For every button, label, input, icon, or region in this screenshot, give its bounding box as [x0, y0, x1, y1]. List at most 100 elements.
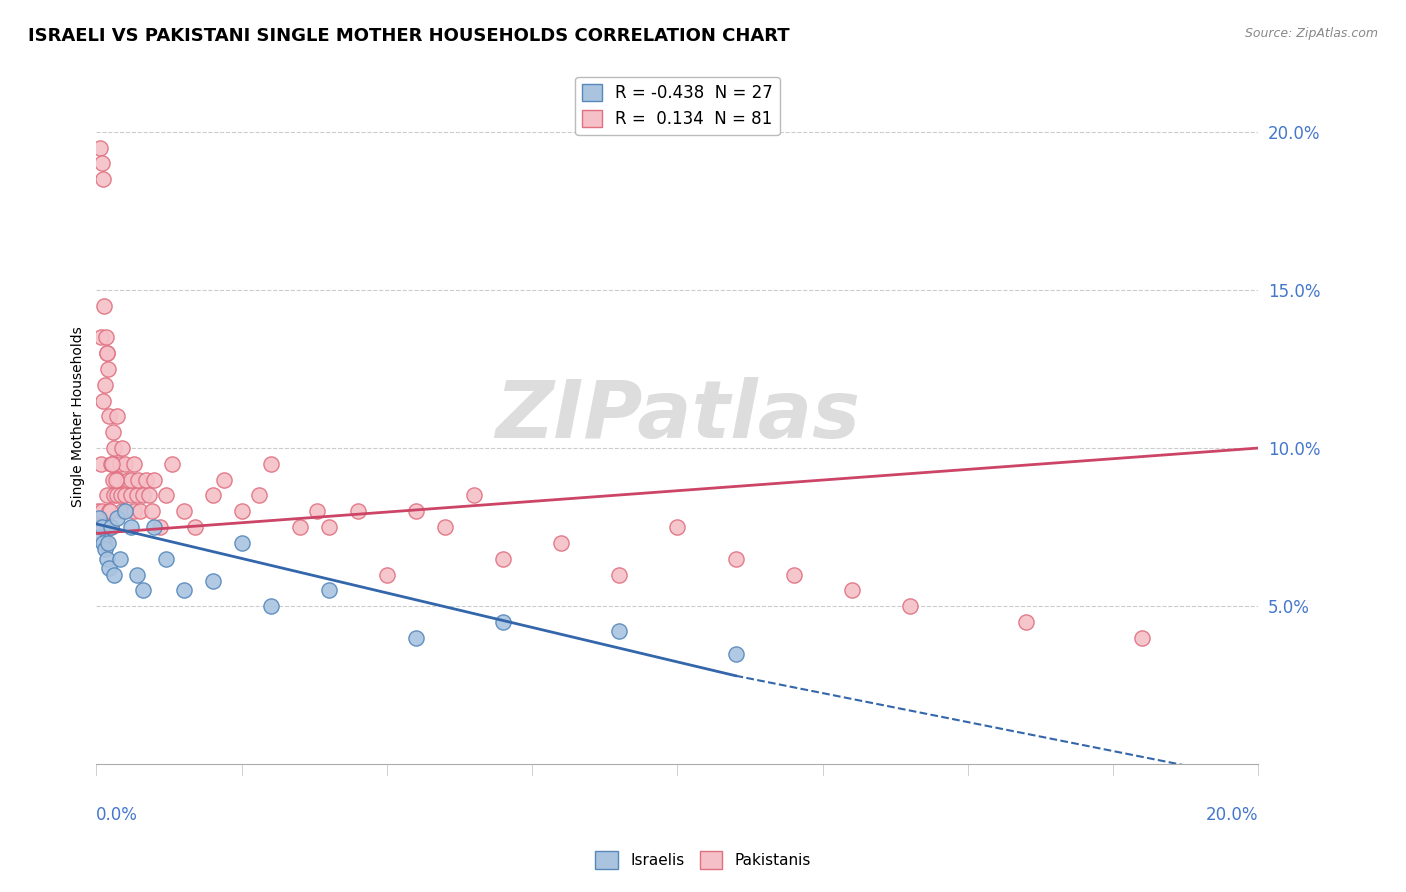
Point	[104, 457, 127, 471]
Point	[201, 488, 224, 502]
Point	[1015, 615, 1038, 629]
Point	[132, 583, 155, 598]
Point	[375, 567, 398, 582]
Point	[122, 504, 145, 518]
Point	[100, 520, 122, 534]
Point	[307, 504, 329, 518]
Point	[607, 567, 630, 582]
Point	[125, 488, 148, 502]
Point	[100, 520, 122, 534]
Point	[94, 542, 117, 557]
Point	[103, 441, 125, 455]
Point	[96, 346, 118, 360]
Point	[96, 330, 118, 344]
Point	[231, 536, 253, 550]
Point	[117, 473, 139, 487]
Point	[111, 504, 134, 518]
Text: ISRAELI VS PAKISTANI SINGLE MOTHER HOUSEHOLDS CORRELATION CHART: ISRAELI VS PAKISTANI SINGLE MOTHER HOUSE…	[28, 27, 790, 45]
Text: Source: ZipAtlas.com: Source: ZipAtlas.com	[1244, 27, 1378, 40]
Y-axis label: Single Mother Households: Single Mother Households	[72, 326, 86, 507]
Text: ZIPatlas: ZIPatlas	[495, 377, 860, 456]
Point	[247, 488, 270, 502]
Point	[1130, 631, 1153, 645]
Point	[91, 172, 114, 186]
Point	[90, 156, 112, 170]
Point	[90, 330, 112, 344]
Point	[347, 504, 370, 518]
Point	[91, 504, 114, 518]
Point	[89, 140, 111, 154]
Point	[89, 520, 111, 534]
Point	[120, 488, 142, 502]
Point	[91, 536, 114, 550]
Point	[96, 346, 118, 360]
Point	[105, 488, 128, 502]
Point	[155, 551, 177, 566]
Point	[782, 567, 804, 582]
Point	[120, 473, 142, 487]
Point	[114, 504, 136, 518]
Point	[98, 561, 121, 575]
Point	[111, 441, 134, 455]
Point	[114, 457, 136, 471]
Point	[91, 520, 114, 534]
Point	[108, 551, 131, 566]
Point	[96, 551, 118, 566]
Point	[492, 615, 515, 629]
Point	[89, 510, 111, 524]
Point	[98, 504, 121, 518]
Point	[87, 504, 110, 518]
Point	[463, 488, 485, 502]
Text: 20.0%: 20.0%	[1206, 806, 1258, 824]
Point	[90, 457, 112, 471]
Point	[129, 504, 152, 518]
Point	[114, 488, 136, 502]
Point	[666, 520, 689, 534]
Point	[97, 362, 120, 376]
Point	[107, 473, 129, 487]
Point	[405, 504, 427, 518]
Point	[93, 299, 115, 313]
Point	[141, 504, 163, 518]
Point	[149, 520, 172, 534]
Point	[105, 510, 128, 524]
Point	[105, 409, 128, 424]
Point	[103, 567, 125, 582]
Point	[91, 393, 114, 408]
Point	[110, 488, 132, 502]
Point	[160, 457, 183, 471]
Point	[98, 504, 121, 518]
Point	[724, 551, 747, 566]
Point	[135, 473, 157, 487]
Point	[104, 473, 127, 487]
Point	[91, 520, 114, 534]
Point	[405, 631, 427, 645]
Point	[841, 583, 863, 598]
Point	[138, 488, 160, 502]
Point	[108, 457, 131, 471]
Point	[120, 520, 142, 534]
Point	[101, 425, 124, 440]
Point	[94, 536, 117, 550]
Point	[94, 377, 117, 392]
Point	[212, 473, 235, 487]
Legend: R = -0.438  N = 27, R =  0.134  N = 81: R = -0.438 N = 27, R = 0.134 N = 81	[575, 77, 779, 135]
Point	[98, 409, 121, 424]
Point	[90, 530, 112, 544]
Point	[184, 520, 207, 534]
Point	[318, 583, 340, 598]
Point	[433, 520, 456, 534]
Point	[122, 457, 145, 471]
Point	[724, 647, 747, 661]
Point	[125, 567, 148, 582]
Point	[173, 504, 195, 518]
Point	[173, 583, 195, 598]
Point	[132, 488, 155, 502]
Point	[97, 536, 120, 550]
Point	[96, 488, 118, 502]
Point	[100, 457, 122, 471]
Point	[260, 599, 283, 614]
Point	[155, 488, 177, 502]
Point	[288, 520, 311, 534]
Point	[260, 457, 283, 471]
